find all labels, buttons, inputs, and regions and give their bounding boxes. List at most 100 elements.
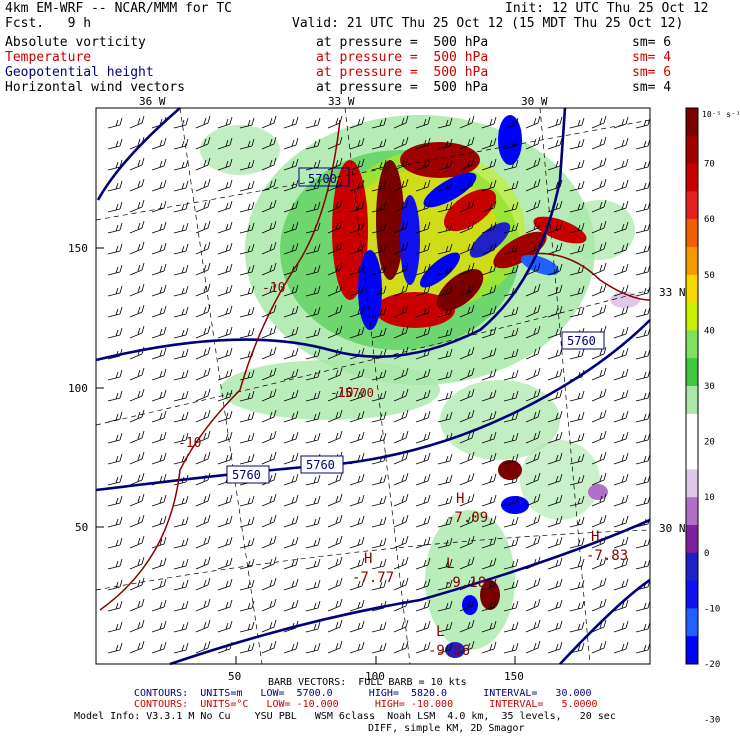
wind-barb (305, 516, 321, 528)
extremum-mark-1: H (456, 491, 464, 507)
wind-barb (613, 305, 629, 318)
wind-barb (327, 304, 343, 318)
wind-barb (547, 116, 563, 129)
wind-barb (503, 348, 519, 360)
wind-barb (195, 325, 211, 339)
wind-barb (459, 493, 475, 507)
wind-barb (129, 283, 145, 297)
wind-barb (173, 579, 189, 591)
wind-barb (371, 495, 387, 507)
wind-barb (503, 159, 519, 171)
wind-barb (283, 515, 299, 528)
wind-barb (481, 242, 497, 255)
wind-barb (415, 221, 431, 234)
wind-barb (547, 389, 563, 402)
wind-barb (173, 390, 189, 402)
wind-barb (591, 556, 607, 570)
wind-barb (415, 515, 431, 528)
temperature-contours (99, 119, 651, 611)
wind-barb (481, 284, 497, 297)
wind-barb (217, 494, 233, 507)
wind-barb (547, 578, 563, 591)
wind-barb (239, 537, 255, 549)
wind-barb (481, 515, 497, 528)
wind-barb (283, 494, 299, 507)
wind-barb (283, 410, 299, 423)
wind-barb (481, 578, 497, 591)
wind-barb (107, 327, 123, 339)
wind-barb (327, 220, 343, 234)
lon-label-30w: 30 W (521, 95, 548, 108)
wind-barb (547, 221, 563, 234)
wind-barb (305, 306, 321, 318)
wind-barb (349, 641, 365, 654)
wind-barb (613, 158, 629, 171)
wind-barb (613, 368, 629, 381)
wind-barb (481, 263, 497, 276)
wind-barb (591, 115, 607, 129)
wind-barb (217, 200, 233, 213)
wind-barb (481, 179, 497, 192)
field-level-temperature: at pressure = 500 hPa (316, 50, 489, 65)
wind-barb (349, 305, 365, 318)
wind-barb (591, 367, 607, 381)
wind-barb (613, 137, 629, 150)
wind-barb (349, 158, 365, 171)
wind-barb (173, 621, 189, 633)
wind-barb (415, 473, 431, 486)
wind-barb (437, 642, 453, 654)
wind-barb (525, 430, 541, 444)
wind-barb (129, 409, 145, 423)
wind-barb (261, 514, 277, 528)
wind-barb (129, 157, 145, 171)
height-label-5: 5700 (345, 386, 374, 400)
wind-barb (107, 117, 123, 129)
wind-barb (217, 263, 233, 276)
wind-barb (569, 159, 585, 171)
wind-barb (393, 472, 409, 486)
colorbar-tick-label: 40 (704, 326, 715, 336)
wind-barb (327, 199, 343, 213)
wind-barb (481, 137, 497, 150)
wind-barb (283, 368, 299, 381)
wind-barb (349, 116, 365, 129)
wind-barb (217, 578, 233, 591)
wind-barb (283, 137, 299, 150)
wind-barb (151, 620, 167, 633)
wind-barb (481, 200, 497, 213)
colorbar-tick-label: 60 (704, 215, 715, 225)
wind-barb (305, 117, 321, 129)
wind-barb (613, 599, 629, 612)
wind-barb (481, 452, 497, 465)
extremum-value-4: -9.18 (444, 575, 486, 591)
wind-barb (239, 621, 255, 633)
wind-barb (261, 220, 277, 234)
wind-barb (151, 494, 167, 507)
wind-barb (591, 472, 607, 486)
lon-label-33w: 33 W (328, 95, 355, 108)
wind-barb (459, 367, 475, 381)
wind-barb (393, 430, 409, 444)
wind-barb (613, 242, 629, 255)
wind-barb (591, 640, 607, 654)
wind-barb (613, 641, 629, 654)
wind-barb (569, 222, 585, 234)
wind-barb (415, 599, 431, 612)
wind-barb (371, 537, 387, 549)
wind-barb (415, 326, 431, 339)
wind-barb (107, 369, 123, 381)
wind-barb (371, 474, 387, 486)
wind-barb (261, 325, 277, 339)
wind-barb (283, 557, 299, 570)
wind-barb (525, 514, 541, 528)
wind-barb (569, 453, 585, 465)
wind-barb (569, 558, 585, 570)
wind-barb (393, 304, 409, 318)
temp-label-3: -10 (178, 436, 201, 451)
wind-barb (283, 452, 299, 465)
wind-barb (305, 327, 321, 339)
colorbar-tick-label: 0 (704, 549, 709, 559)
colorbar-tick-label: -20 (704, 660, 720, 670)
wind-barb (283, 599, 299, 612)
wind-barb (459, 304, 475, 318)
